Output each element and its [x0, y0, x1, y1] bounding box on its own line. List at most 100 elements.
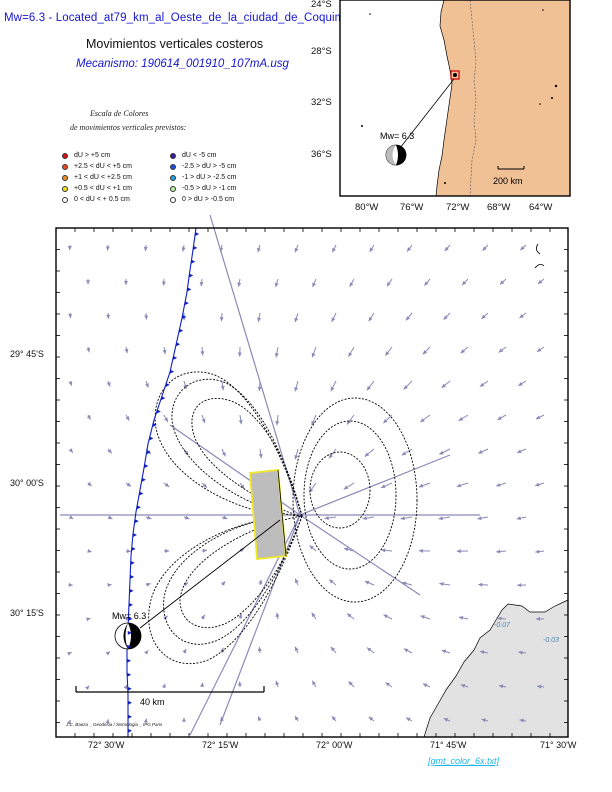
trench-barb — [161, 396, 166, 401]
vector-arrowhead — [183, 384, 188, 390]
vector-arrowhead — [161, 683, 166, 689]
vector-arrowhead — [311, 352, 316, 358]
trench-barb — [130, 574, 135, 579]
vector-arrowhead — [106, 314, 111, 319]
vector-arrowhead — [126, 549, 131, 554]
legend-item: +1 < dU < +2.5 cm — [62, 174, 132, 183]
legend-color-dot — [170, 186, 176, 192]
legend-label: +0.5 < dU < +1 cm — [74, 185, 132, 192]
vector-arrowhead — [536, 616, 541, 621]
inset-lon-label: 68°W — [487, 202, 511, 213]
vector-arrowhead — [401, 451, 407, 456]
inset-lon-label: 80°W — [355, 202, 379, 213]
trench-barb — [193, 245, 198, 250]
vector-arrowhead — [400, 516, 405, 521]
vector-arrowhead — [238, 419, 243, 425]
vector-arrowhead — [386, 281, 391, 287]
trench-barb — [127, 672, 132, 677]
vector-arrowhead — [87, 548, 92, 553]
inset-lon-label: 72°W — [446, 202, 470, 213]
trench-barb — [141, 477, 146, 482]
trench-barb — [134, 519, 139, 524]
trench-barb — [128, 616, 133, 621]
vector-arrowhead — [275, 420, 280, 426]
vector-arrowhead — [67, 719, 71, 725]
vector-arrowhead — [219, 317, 224, 322]
legend-item: 0 > dU > -0.5 cm — [170, 196, 234, 205]
vector-arrowhead — [221, 581, 226, 586]
displacement-vectors — [60, 214, 545, 736]
vector-arrowhead — [105, 651, 110, 656]
trench-barb — [195, 231, 200, 236]
main-lon-label: 72° 15'W — [202, 740, 239, 750]
legend-color-dot — [170, 164, 176, 170]
vector-arrowhead — [144, 315, 149, 320]
vector-arrowhead — [347, 613, 352, 618]
legend-item: -2.5 > dU > -5 cm — [170, 163, 236, 172]
vector-arrowhead — [368, 316, 373, 322]
vector-arrowhead — [441, 383, 447, 388]
main-lon-label: 71° 30'W — [540, 740, 577, 750]
vector-arrowhead — [331, 317, 336, 322]
vector-arrowhead — [162, 349, 167, 355]
vector-arrowhead — [257, 386, 262, 392]
vector-arrowhead — [343, 485, 349, 490]
vector-arrowhead — [362, 516, 367, 521]
cpt-file-link[interactable]: [gmt_color_6x.txt] — [428, 756, 500, 766]
vector-arrowhead — [237, 681, 242, 686]
inset-map — [339, 0, 571, 197]
vector-arrowhead — [383, 418, 388, 424]
vector-arrowhead — [535, 482, 540, 487]
vector-arrowhead — [311, 420, 316, 426]
map-title: Mw=6.3 - Located_at79_km_al_Oeste_de_la_… — [4, 12, 358, 24]
main-lon-label: 71° 45'W — [430, 740, 467, 750]
vector-arrowhead — [403, 648, 409, 653]
legend-label: -2.5 > dU > -5 cm — [182, 163, 237, 170]
vector-arrowhead — [424, 281, 429, 286]
vector-arrowhead — [497, 616, 502, 621]
trench-barb — [128, 728, 132, 733]
vector-arrowhead — [143, 246, 148, 252]
trench-barb — [191, 259, 196, 264]
inset-land — [435, 0, 571, 197]
vector-arrowhead — [257, 247, 261, 253]
trench-barb — [131, 546, 136, 551]
contour-label: -0.07 — [494, 622, 510, 629]
trench-barb — [173, 355, 178, 360]
main-lat-label: 30° 00'S — [10, 478, 44, 488]
vector-arrowhead — [479, 382, 485, 387]
vector-arrowhead — [364, 452, 370, 457]
vector-arrowhead — [237, 282, 242, 287]
legend-label: -1 > dU > -2.5 cm — [182, 174, 237, 181]
inset-border-line — [469, 0, 477, 197]
main-scale-bar — [75, 686, 265, 693]
trench-barb — [156, 409, 161, 414]
inset-lon-label: 64°W — [529, 202, 553, 213]
vector-arrowhead — [516, 516, 521, 521]
legend-item: -1 > dU > -2.5 cm — [170, 174, 236, 183]
radial-vector — [299, 454, 451, 516]
inset-scale-label: 200 km — [493, 176, 523, 186]
vector-arrowhead — [164, 417, 168, 422]
vector-arrowhead — [456, 549, 461, 554]
vector-arrowhead — [329, 579, 334, 584]
vector-arrowhead — [257, 716, 262, 721]
vector-arrowhead — [274, 282, 279, 288]
vector-arrowhead — [181, 247, 186, 252]
legend-item: -0.5 > dU > -1 cm — [170, 185, 236, 194]
main-lon-label: 72° 30'W — [88, 740, 125, 750]
vector-arrowhead — [535, 415, 541, 420]
inset-lon-label: 76°W — [400, 202, 424, 213]
contour-label: -0.03 — [543, 637, 559, 644]
vector-arrowhead — [67, 245, 72, 251]
trench-barb — [152, 422, 157, 427]
vector-arrowhead — [146, 582, 151, 587]
vector-arrowhead — [456, 483, 462, 488]
vector-arrowhead — [220, 386, 225, 391]
inset-lat-label: 32°S — [311, 97, 332, 108]
vector-arrowhead — [220, 647, 225, 653]
vector-arrowhead — [275, 612, 280, 618]
vector-arrowhead — [200, 682, 205, 687]
trench-barb — [129, 588, 134, 593]
